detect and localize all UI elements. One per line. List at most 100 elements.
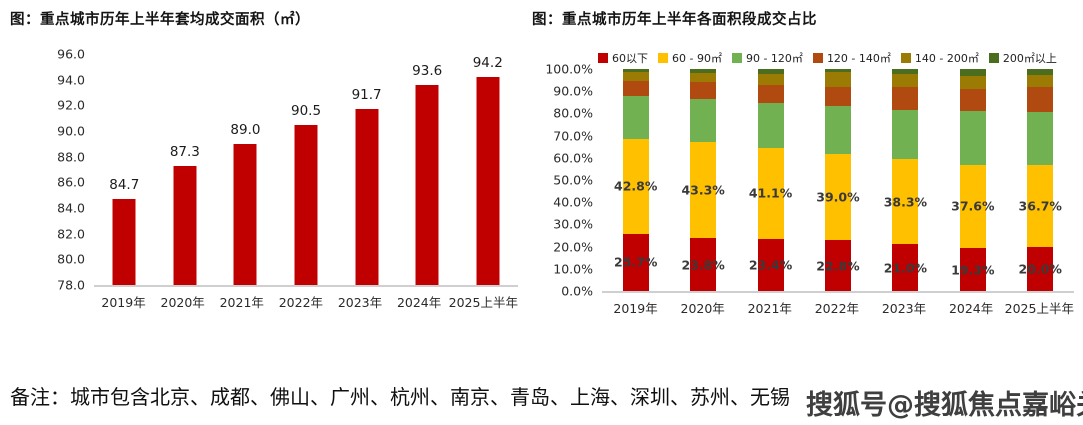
y-tick-label: 30.0% (553, 216, 593, 232)
segment-label: 19.3% (951, 262, 995, 278)
bar (476, 77, 500, 285)
segment-label: 21.0% (883, 260, 928, 276)
stack-segment (892, 69, 919, 75)
stack-segment (757, 73, 784, 85)
y-tick-label: 50.0% (553, 172, 593, 188)
x-tick-label: 2020年 (680, 301, 725, 316)
segment-label: 43.3% (681, 182, 725, 198)
stack-segment (1027, 112, 1054, 166)
bar-column: 84.7 (94, 54, 155, 285)
legend-swatch (812, 53, 823, 63)
chart-title-left: 图：重点城市历年上半年套均成交面积（㎡） (10, 12, 310, 28)
legend-label: 90 - 120㎡ (745, 52, 803, 65)
y-tick-label: 84.0 (57, 200, 85, 216)
x-tick-label: 2022年 (278, 295, 324, 310)
stacked-columns: 25.7% 42.8% 23.8% 43.3% 23.4% 41.1% 22.8% 39.0%… (602, 69, 1074, 291)
y-tick-label: 60.0% (553, 150, 593, 166)
stack-segment (959, 164, 986, 249)
stacked-column: 21.0% 38.3% (872, 69, 939, 291)
stack-segment (1027, 165, 1054, 247)
segment-label: 38.3% (883, 194, 928, 210)
stacked-column: 23.4% 41.1% (737, 69, 804, 291)
segment-label: 23.8% (681, 257, 725, 273)
stack-segment (690, 238, 717, 291)
stack-segment (757, 69, 784, 74)
x-tick-label: 2019年 (101, 295, 146, 310)
x-tick-label: 2025上半年 (448, 295, 518, 310)
plot-area-right: 100.0% 90.0% 80.0% 70.0% 60.0% 50.0% 40.0% 30.0… (545, 62, 1074, 299)
segment-label: 20.0% (1018, 261, 1062, 277)
x-tick-label: 2024年 (396, 295, 442, 310)
y-tick-label: 40.0% (553, 194, 593, 210)
stack-segment (690, 69, 717, 74)
stack-segment (1027, 246, 1054, 291)
bar-column: 90.5 (276, 54, 337, 285)
segment-label: 23.4% (748, 257, 793, 273)
stack-segment (622, 138, 649, 234)
y-tick-label: 80.0 (57, 251, 85, 267)
segment-label: 25.7% (614, 254, 658, 270)
y-tick-label: 82.0 (57, 226, 85, 242)
x-tick-label: 2023年 (337, 295, 383, 310)
stack-segment (757, 147, 784, 240)
stack-segment (1027, 86, 1054, 113)
y-tick-label: 86.0 (57, 174, 85, 190)
segment-label: 42.8% (614, 178, 658, 194)
y-tick-label: 92.0 (57, 97, 85, 113)
bar (294, 124, 318, 285)
x-tick-label: 2021年 (747, 301, 792, 316)
legend-item: 60 - 90㎡ (658, 50, 722, 66)
stack-segment (622, 233, 649, 291)
stack-segment (690, 73, 717, 83)
x-tick-label: 2020年 (160, 295, 205, 310)
y-tick-label: 20.0% (553, 239, 593, 255)
bar-value-label: 84.7 (109, 177, 140, 194)
x-tick-label: 2021年 (219, 295, 264, 310)
legend-swatch (598, 53, 608, 63)
stack-segment (622, 72, 649, 82)
stack-segment (892, 74, 919, 87)
stack-segment (757, 239, 784, 291)
area-segment-share-chart: 图：重点城市历年上半年各面积段成交占比 60以下 60 - 90㎡ 90 - 120… (532, 8, 1083, 320)
y-tick-label: 90.0 (57, 123, 85, 139)
bar-value-label: 87.3 (169, 143, 200, 160)
stack-segment (622, 69, 649, 73)
stacked-column: 19.3% 37.6% (939, 69, 1006, 291)
bar-value-label: 90.5 (290, 102, 322, 119)
bar-value-label: 94.2 (472, 55, 503, 72)
bar-value-label: 93.6 (412, 62, 443, 79)
bar-column: 91.7 (336, 54, 397, 285)
bar (173, 165, 197, 285)
stack-segment (892, 244, 919, 291)
stack-segment (824, 86, 851, 107)
x-tick-label: 2023年 (881, 301, 927, 316)
y-tick-label: 94.0 (57, 72, 85, 88)
legend-item: 60以下 (598, 50, 648, 66)
stack-segment (959, 89, 986, 111)
stacked-column: 22.8% 39.0% (804, 69, 871, 291)
stack-segment (824, 69, 851, 73)
y-tick-label: 0.0% (561, 283, 593, 299)
bar-column: 93.6 (397, 54, 458, 285)
x-tick-label: 2024年 (948, 301, 994, 316)
x-tick-label: 2022年 (814, 301, 860, 316)
stack-segment (959, 248, 986, 291)
y-tick-label: 88.0 (57, 149, 85, 165)
stack-segment (622, 81, 649, 96)
stack-segment (959, 69, 986, 76)
y-tick-label: 90.0% (553, 83, 593, 99)
stack-segment (892, 86, 919, 110)
segment-label: 41.1% (748, 185, 793, 201)
legend-label: 200㎡以上 (1002, 52, 1057, 65)
stack-segment (824, 72, 851, 87)
stack-segment (690, 82, 717, 99)
y-tick-label: 80.0% (553, 105, 593, 121)
legend-swatch (731, 53, 742, 63)
bar (112, 199, 136, 285)
stack-segment (824, 240, 851, 291)
y-tick-label: 96.0 (57, 46, 85, 62)
legend-item: 140 - 200㎡ (900, 50, 979, 66)
legend-swatch (988, 53, 999, 63)
avg-area-bar-chart: 图：重点城市历年上半年套均成交面积（㎡） 96.0 94.0 92.0 90.0 88.… (10, 8, 526, 320)
